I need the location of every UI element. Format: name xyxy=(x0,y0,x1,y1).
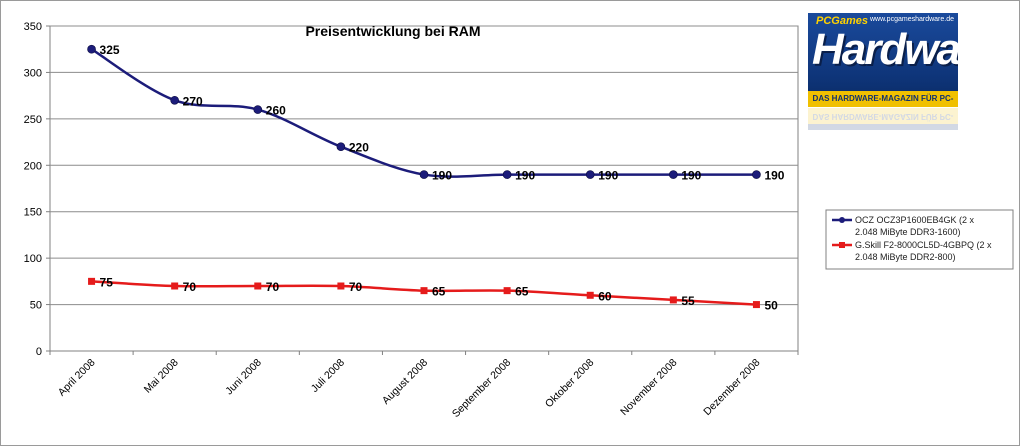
data-point xyxy=(337,282,345,290)
y-tick-label: 300 xyxy=(24,67,42,79)
data-label: 325 xyxy=(100,43,120,57)
data-point xyxy=(669,170,678,179)
legend: OCZ OCZ3P1600EB4GK (2 x 2.048 MiByte DDR3… xyxy=(825,209,1014,270)
data-label: 190 xyxy=(598,169,618,183)
data-point xyxy=(585,170,595,179)
y-tick-label: 0 xyxy=(36,346,42,358)
logo-tagline: DAS HARDWARE-MAGAZIN FÜR PC-SPIELER xyxy=(808,91,958,107)
data-label: 260 xyxy=(266,104,286,118)
data-label: 65 xyxy=(432,285,446,299)
data-point xyxy=(669,296,677,304)
data-label: 75 xyxy=(100,275,114,289)
legend-marker xyxy=(839,217,845,223)
x-axis: April 2008 Mai 2008 Juni 2008 Juli 2008 Augu… xyxy=(49,351,799,420)
legend-label: 2.048 MiByte DDR2-800) xyxy=(855,252,956,262)
logo-main-text: Hardware xyxy=(812,25,958,74)
y-tick-label: 150 xyxy=(24,207,42,219)
data-point xyxy=(170,95,179,105)
data-label: 190 xyxy=(432,169,452,183)
data-point xyxy=(502,170,512,179)
x-tick-label: Oktober 2008 xyxy=(543,357,597,411)
data-point xyxy=(503,287,511,295)
y-tick-label: 350 xyxy=(24,21,42,33)
legend-box xyxy=(825,209,1014,270)
data-point xyxy=(752,170,761,179)
data-label: 55 xyxy=(681,294,695,308)
data-point xyxy=(254,282,262,290)
data-point xyxy=(752,301,760,309)
x-tick-label: Mai 2008 xyxy=(142,357,181,396)
data-point xyxy=(420,287,428,295)
data-point xyxy=(336,142,346,152)
data-label: 65 xyxy=(515,285,529,299)
logo-reflection: Hardware DAS HARDWARE-MAGAZIN FÜR PC-SPI… xyxy=(808,108,958,130)
y-tick-label: 50 xyxy=(30,300,42,312)
x-tick-label: Juli 2008 xyxy=(309,357,347,395)
legend-marker xyxy=(839,242,845,248)
chart-title: Preisentwicklung bei RAM xyxy=(305,23,480,39)
y-tick-label: 200 xyxy=(24,160,42,172)
y-tick-label: 250 xyxy=(24,114,42,126)
data-point xyxy=(253,105,263,114)
logo-url: www.pcgameshardware.de xyxy=(869,16,954,23)
data-label: 190 xyxy=(764,169,784,183)
legend-label: 2.048 MiByte DDR3-1600) xyxy=(855,227,961,237)
data-label: 190 xyxy=(681,169,701,183)
legend-label: OCZ OCZ3P1600EB4GK (2 x xyxy=(855,215,975,225)
x-tick-label: September 2008 xyxy=(450,357,513,420)
data-point xyxy=(87,44,96,54)
logo-small-text: PCGames xyxy=(816,15,868,27)
data-point xyxy=(419,170,429,179)
x-tick-label: April 2008 xyxy=(56,357,98,399)
data-point xyxy=(586,291,594,299)
y-axis: 0 50 100 150 200 250 300 350 xyxy=(24,21,50,358)
pcgh-logo: www.pcgameshardware.de PCGames Hardware … xyxy=(808,13,958,107)
gridlines xyxy=(50,25,798,306)
series-layer: 325 270 260 220 190 190 190 190 190 75 70 70 70 65 65 6… xyxy=(87,43,785,313)
data-label: 270 xyxy=(183,94,203,108)
data-label: 70 xyxy=(183,280,197,294)
y-tick-label: 100 xyxy=(24,253,42,265)
data-label: 220 xyxy=(349,141,369,155)
x-tick-label: August 2008 xyxy=(380,357,430,407)
data-label: 70 xyxy=(349,280,363,294)
x-tick-label: November 2008 xyxy=(618,357,679,418)
legend-label: G.Skill F2-8000CL5D-4GBPQ (2 x xyxy=(855,240,992,250)
data-point xyxy=(88,277,96,285)
data-label: 60 xyxy=(598,289,612,303)
x-tick-label: Juni 2008 xyxy=(223,357,264,398)
data-point xyxy=(171,282,179,290)
data-label: 50 xyxy=(764,299,778,313)
data-label: 190 xyxy=(515,169,535,183)
x-tick-label: Dezember 2008 xyxy=(701,357,762,418)
data-label: 70 xyxy=(266,280,280,294)
